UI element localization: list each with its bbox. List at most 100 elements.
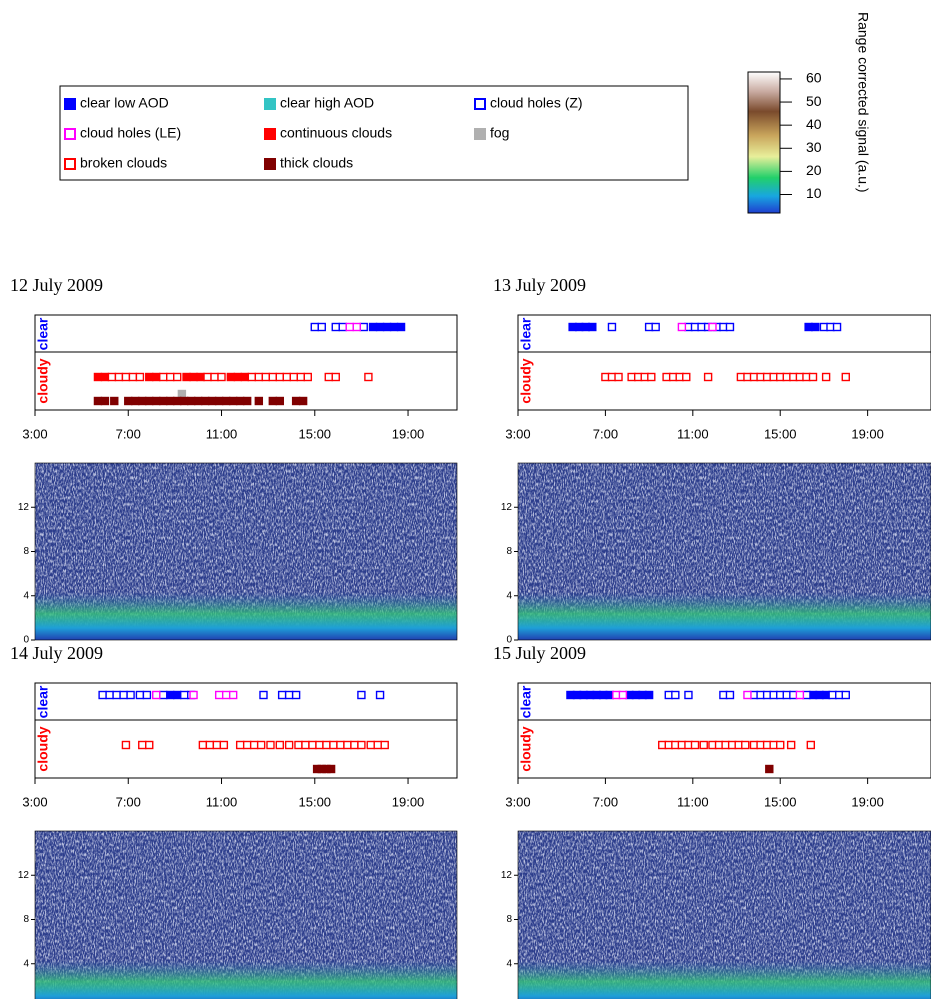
marker (588, 322, 597, 332)
row-label: cloudy (518, 358, 534, 403)
marker (776, 740, 785, 750)
y-tick-label: 4 (23, 590, 29, 601)
panel: 12 July 2009 clear cloudy 3:00 7:00 11:00 15:0… (10, 275, 458, 646)
y-tick-label: 8 (506, 914, 512, 925)
marker (389, 322, 399, 332)
panel-title: 14 July 2009 (10, 643, 103, 663)
marker (138, 740, 147, 750)
marker (100, 372, 110, 382)
marker (352, 322, 361, 332)
marker (128, 372, 138, 382)
marker (203, 372, 212, 382)
x-tick-label: 19:00 (392, 794, 425, 809)
marker (284, 690, 294, 700)
marker (173, 690, 182, 700)
marker (614, 372, 623, 382)
marker (331, 372, 340, 382)
legend-swatch (64, 158, 76, 170)
marker (194, 396, 203, 406)
marker (214, 396, 224, 406)
legend-swatch (64, 98, 76, 110)
marker (221, 396, 231, 406)
legend-swatch (264, 158, 276, 170)
colorbar-tick-label: 20 (806, 162, 822, 178)
y-tick-label: 12 (501, 502, 513, 513)
legend: clear low AOD clear high AOD cloud holes (… (59, 85, 689, 181)
marker (233, 372, 243, 382)
panel: 13 July 2009 clear cloudy 3:00 7:00 11:00 15:0… (493, 275, 931, 646)
marker (131, 396, 140, 406)
legend-swatch (474, 128, 486, 140)
marker (217, 372, 226, 382)
panel: 15 July 2009 clear cloudy 3:00 7:00 11:00 15:0… (493, 643, 931, 999)
marker (268, 372, 278, 382)
marker (159, 372, 168, 382)
marker (98, 690, 107, 700)
marker (841, 372, 850, 382)
marker (765, 764, 774, 774)
row-label: cloudy (35, 358, 51, 403)
colorbar-box (747, 71, 781, 214)
y-tick-label: 12 (501, 870, 513, 881)
marker (205, 740, 215, 750)
marker (289, 372, 298, 382)
marker (189, 690, 198, 700)
row-label: clear (35, 685, 51, 718)
legend-swatch (264, 128, 276, 140)
x-tick-label: 7:00 (593, 426, 618, 441)
marker (708, 322, 717, 332)
colorbar-tick-label: 40 (806, 116, 822, 132)
marker (166, 690, 175, 700)
marker (375, 322, 385, 332)
marker (380, 740, 389, 750)
marker (214, 690, 224, 700)
marker (651, 322, 660, 332)
marker (100, 396, 110, 406)
marker (173, 396, 182, 406)
marker (699, 740, 708, 750)
marker (368, 322, 378, 332)
marker (644, 690, 654, 700)
row-label: cloudy (518, 726, 534, 771)
colorbar: Range corrected signal (a.u.) 10 20 30 40 50… (747, 12, 871, 214)
marker (350, 740, 359, 750)
marker (690, 740, 700, 750)
marker (725, 690, 735, 700)
heatmap-ground (518, 960, 931, 999)
marker (277, 690, 287, 700)
marker (366, 740, 375, 750)
marker (254, 372, 264, 382)
marker (684, 690, 693, 700)
marker (296, 372, 305, 382)
marker (336, 740, 345, 750)
x-tick-label: 11:00 (206, 426, 238, 441)
legend-label: cloud holes (LE) (80, 125, 181, 141)
marker (284, 740, 294, 750)
marker (135, 690, 145, 700)
marker (126, 690, 135, 700)
x-tick-label: 19:00 (851, 426, 884, 441)
marker (152, 690, 161, 700)
marker (256, 740, 266, 750)
y-tick-label: 0 (23, 635, 29, 646)
marker (357, 690, 366, 700)
panel: 14 July 2009 clear cloudy 3:00 7:00 11:00 15:0… (10, 643, 458, 999)
legend-swatch (64, 128, 76, 140)
x-tick-label: 3:00 (505, 794, 530, 809)
marker (810, 322, 820, 332)
x-tick-label: 15:00 (299, 794, 332, 809)
marker (240, 372, 250, 382)
marker (382, 322, 392, 332)
marker (647, 372, 656, 382)
x-tick-label: 11:00 (677, 794, 709, 809)
marker (741, 740, 750, 750)
y-tick-label: 0 (506, 635, 512, 646)
marker (343, 740, 352, 750)
marker (152, 396, 161, 406)
marker (249, 740, 259, 750)
marker (841, 690, 850, 700)
marker (177, 389, 187, 399)
panel-title: 15 July 2009 (493, 643, 586, 663)
marker (180, 690, 189, 700)
